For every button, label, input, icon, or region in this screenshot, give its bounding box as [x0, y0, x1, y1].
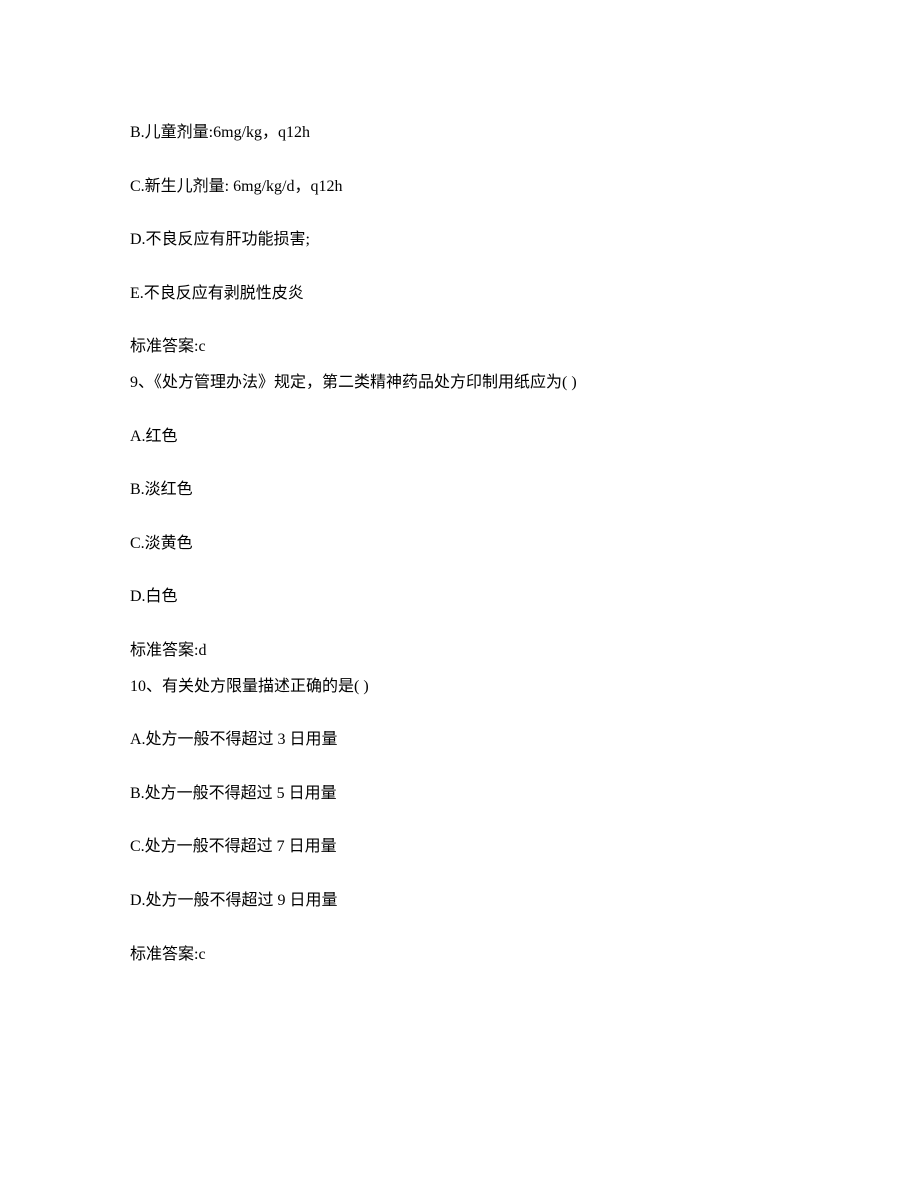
q8-option-e: E.不良反应有剥脱性皮炎: [130, 281, 790, 307]
q8-option-c: C.新生儿剂量: 6mg/kg/d，q12h: [130, 174, 790, 200]
q8-option-d: D.不良反应有肝功能损害;: [130, 227, 790, 253]
q9-option-c: C.淡黄色: [130, 531, 790, 557]
q9-option-a: A.红色: [130, 424, 790, 450]
q9-answer: 标准答案:d: [130, 638, 790, 664]
q10-option-a: A.处方一般不得超过 3 日用量: [130, 727, 790, 753]
q9-option-b: B.淡红色: [130, 477, 790, 503]
q8-option-b: B.儿童剂量:6mg/kg，q12h: [130, 120, 790, 146]
q10-answer: 标准答案:c: [130, 942, 790, 968]
q8-answer: 标准答案:c: [130, 334, 790, 360]
q10-option-b: B.处方一般不得超过 5 日用量: [130, 781, 790, 807]
q10-stem: 10、有关处方限量描述正确的是( ): [130, 674, 790, 700]
q9-stem: 9、《处方管理办法》规定，第二类精神药品处方印制用纸应为( ): [130, 370, 790, 396]
q10-option-c: C.处方一般不得超过 7 日用量: [130, 834, 790, 860]
q9-option-d: D.白色: [130, 584, 790, 610]
q10-option-d: D.处方一般不得超过 9 日用量: [130, 888, 790, 914]
